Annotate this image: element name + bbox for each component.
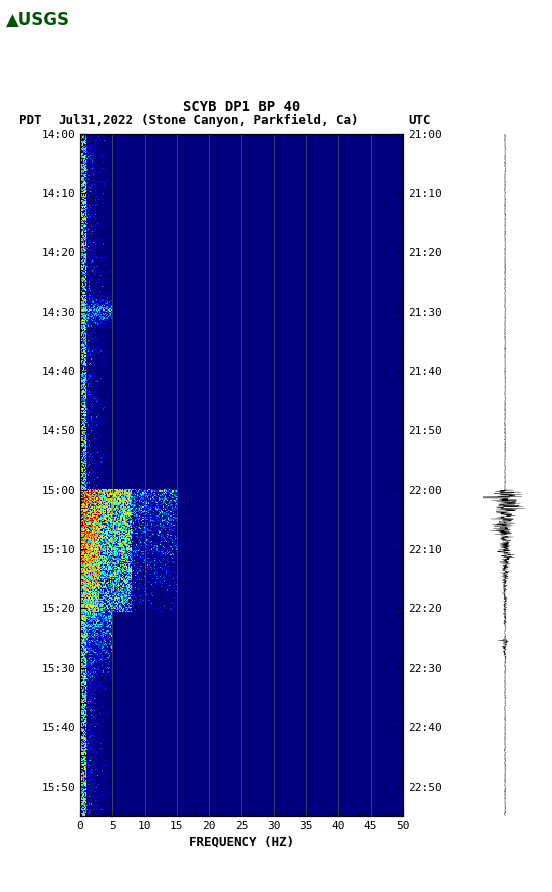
Text: ▲USGS: ▲USGS [6,11,70,29]
Text: Jul31,2022: Jul31,2022 [58,113,133,127]
Text: UTC: UTC [408,113,431,127]
X-axis label: FREQUENCY (HZ): FREQUENCY (HZ) [189,835,294,848]
Text: PDT: PDT [19,113,42,127]
Text: SCYB DP1 BP 40: SCYB DP1 BP 40 [183,100,300,114]
Text: (Stone Canyon, Parkfield, Ca): (Stone Canyon, Parkfield, Ca) [141,113,358,127]
